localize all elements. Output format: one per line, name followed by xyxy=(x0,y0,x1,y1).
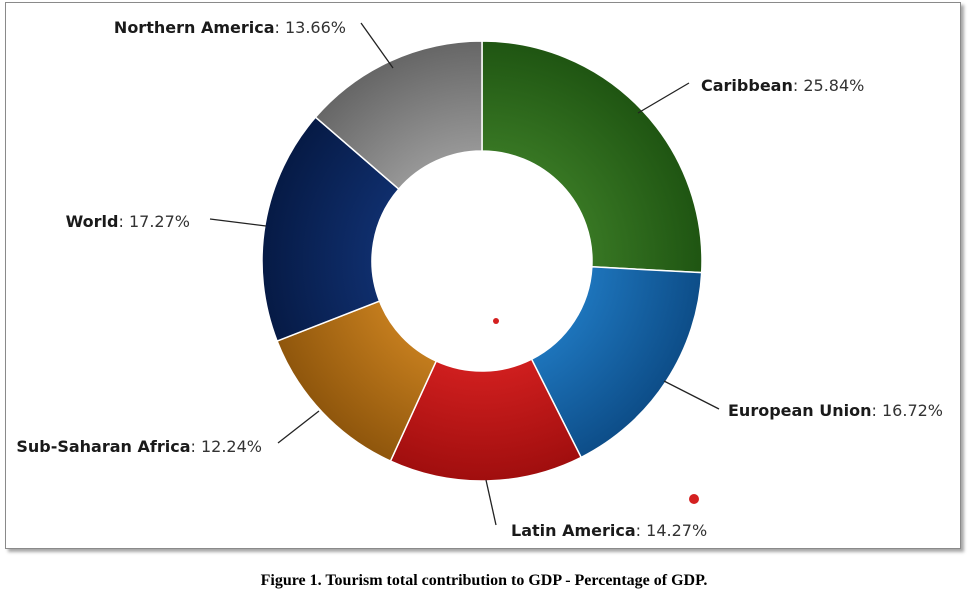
donut-slice-northern-america[interactable] xyxy=(314,40,483,191)
figure-caption: Figure 1. Tourism total contribution to … xyxy=(260,572,708,589)
data-label-name: Caribbean xyxy=(701,76,793,95)
data-label-value: 25.84% xyxy=(803,76,864,95)
data-label-value: 13.66% xyxy=(285,18,346,37)
data-label: Latin America: 14.27% xyxy=(511,521,707,540)
data-label-name: World xyxy=(66,212,119,231)
leader-lines-layer xyxy=(209,22,720,526)
donut-chart: Caribbean: 25.84% European Union: 16.72% L… xyxy=(16,18,943,540)
chart-frame: Caribbean: 25.84% European Union: 16.72% L… xyxy=(5,2,961,549)
donut-slice-caribbean[interactable] xyxy=(481,40,703,274)
data-label-value: 17.27% xyxy=(129,212,190,231)
leader-line xyxy=(485,479,497,526)
leader-line xyxy=(209,218,267,227)
leader-line xyxy=(360,22,394,69)
donut-slice-european-union[interactable] xyxy=(530,266,703,459)
leader-line xyxy=(663,380,720,410)
data-label: Northern America: 13.66% xyxy=(114,18,346,37)
data-label: Sub-Saharan Africa: 12.24% xyxy=(16,437,262,456)
marker-dot xyxy=(493,318,499,324)
data-label-separator: : xyxy=(119,212,129,231)
data-label-name: Northern America xyxy=(114,18,275,37)
data-label-value: 14.27% xyxy=(646,521,707,540)
data-label-value: 12.24% xyxy=(201,437,262,456)
data-label-name: Sub-Saharan Africa xyxy=(16,437,190,456)
slices-layer xyxy=(261,40,703,482)
data-label: World: 17.27% xyxy=(66,212,190,231)
data-label-name: Latin America xyxy=(511,521,636,540)
data-label-separator: : xyxy=(793,76,803,95)
data-label-name: European Union xyxy=(728,401,872,420)
data-label-separator: : xyxy=(636,521,646,540)
data-label-value: 16.72% xyxy=(882,401,943,420)
marker-dot xyxy=(689,494,699,504)
data-labels-layer: Caribbean: 25.84% European Union: 16.72% L… xyxy=(16,18,943,540)
leader-line xyxy=(637,82,690,114)
data-label-separator: : xyxy=(872,401,882,420)
leader-line xyxy=(277,410,320,444)
data-label: Caribbean: 25.84% xyxy=(701,76,864,95)
data-label-separator: : xyxy=(275,18,285,37)
data-label-separator: : xyxy=(191,437,201,456)
markers-layer xyxy=(493,318,699,504)
data-label: European Union: 16.72% xyxy=(728,401,943,420)
donut-slice-world[interactable] xyxy=(261,116,400,343)
